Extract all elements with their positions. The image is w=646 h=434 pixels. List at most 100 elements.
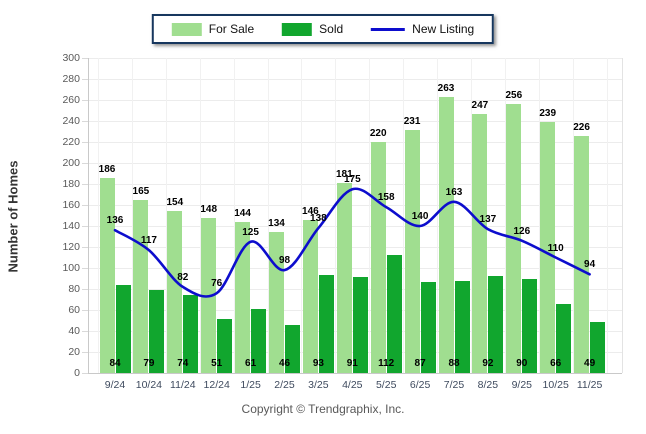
y-tick-label: 260	[62, 94, 80, 106]
bar-sold	[352, 277, 368, 373]
bar-sold	[251, 308, 267, 373]
new-listing-value-label: 94	[584, 259, 596, 271]
x-tick-label: 9/24	[104, 379, 126, 391]
v-gridline	[606, 58, 608, 373]
y-tick-label: 100	[62, 262, 80, 274]
bar-for-sale	[269, 232, 284, 373]
x-tick-label: 9/25	[511, 379, 533, 391]
h-gridline	[88, 79, 622, 80]
y-tick-label: 60	[68, 304, 80, 316]
for-sale-value-label: 220	[369, 128, 387, 139]
y-tick-label: 160	[62, 199, 80, 211]
legend-item-sold: Sold	[282, 22, 343, 36]
h-gridline	[88, 121, 622, 122]
y-tick	[82, 373, 88, 374]
y-tick	[82, 226, 88, 227]
for-sale-value-label: 256	[505, 90, 523, 102]
new-listing-value-label: 158	[377, 192, 395, 204]
sold-value-label: 92	[482, 358, 494, 369]
for-sale-value-label: 239	[539, 108, 557, 120]
h-gridline	[88, 184, 622, 185]
for-sale-value-label: 263	[437, 82, 455, 94]
bar-sold	[115, 284, 131, 373]
for-sale-value-label: 186	[98, 163, 116, 175]
y-tick	[82, 331, 88, 332]
y-tick-label: 200	[62, 157, 80, 169]
y-tick	[82, 352, 88, 353]
bar-sold	[217, 319, 233, 373]
new-listing-value-label: 138	[310, 213, 327, 225]
new-listing-line-icon	[371, 27, 406, 31]
sold-value-label: 88	[448, 358, 460, 369]
x-tick-label: 4/25	[342, 379, 363, 391]
y-tick-label: 80	[68, 283, 80, 295]
bar-sold	[183, 295, 199, 373]
y-tick	[82, 142, 88, 143]
new-listing-value-label: 98	[278, 255, 291, 267]
copyright-footer: Copyright © Trendgraphix, Inc.	[241, 402, 405, 416]
y-tick-label: 280	[62, 73, 80, 85]
for-sale-value-label: 247	[471, 99, 489, 111]
legend-label-for-sale: For Sale	[208, 22, 255, 36]
sold-swatch-icon	[282, 22, 313, 36]
x-tick-label: 2/25	[274, 379, 295, 391]
new-listing-value-label: 140	[411, 211, 429, 222]
bar-sold	[590, 321, 606, 373]
y-tick-label: 300	[62, 52, 80, 64]
y-tick	[82, 310, 88, 311]
y-tick-label: 120	[62, 241, 80, 253]
y-tick-label: 180	[62, 178, 80, 190]
h-gridline	[88, 100, 622, 101]
sold-value-label: 84	[109, 358, 121, 369]
x-tick-label: 10/25	[542, 379, 569, 391]
new-listing-value-label: 82	[177, 271, 189, 283]
sold-value-label: 49	[584, 358, 596, 369]
y-tick-label: 0	[74, 367, 80, 379]
y-tick	[82, 79, 88, 80]
for-sale-value-label: 154	[166, 197, 184, 209]
sold-value-label: 79	[143, 358, 155, 369]
sold-value-label: 66	[550, 358, 562, 369]
bar-for-sale	[336, 182, 352, 373]
new-listing-value-label: 76	[211, 278, 223, 290]
x-tick-label: 3/25	[308, 379, 329, 391]
x-tick-label: 1/25	[240, 379, 261, 391]
x-tick-label: 6/25	[409, 379, 431, 391]
x-tick-label: 5/25	[375, 379, 397, 391]
y-tick	[82, 163, 88, 164]
y-tick	[82, 100, 88, 101]
y-tick	[82, 58, 88, 59]
bar-for-sale	[472, 113, 488, 373]
y-axis-title: Number of Homes	[5, 160, 21, 273]
bar-sold	[522, 278, 538, 373]
x-tick-label: 7/25	[443, 379, 465, 391]
x-tick-label: 12/24	[203, 379, 230, 391]
sold-value-label: 112	[378, 358, 395, 369]
for-sale-value-label: 134	[268, 218, 285, 230]
h-gridline	[88, 163, 622, 164]
bar-sold	[420, 281, 436, 373]
bar-for-sale	[201, 217, 217, 373]
bar-for-sale	[506, 104, 522, 373]
new-listing-value-label: 137	[479, 214, 497, 226]
legend-item-new-listing: New Listing	[371, 22, 474, 36]
sold-value-label: 91	[346, 358, 358, 369]
bar-sold	[318, 275, 334, 373]
y-tick-label: 20	[68, 346, 80, 358]
new-listing-value-label: 117	[140, 235, 157, 247]
for-sale-swatch-icon	[171, 22, 202, 36]
new-listing-value-label: 110	[547, 242, 564, 254]
for-sale-value-label: 148	[200, 203, 218, 215]
x-axis-line	[88, 373, 622, 374]
bar-for-sale	[404, 130, 420, 373]
new-listing-value-label: 136	[106, 215, 124, 227]
y-tick	[82, 289, 88, 290]
bar-sold	[488, 276, 504, 373]
bar-sold	[285, 324, 300, 373]
legend-label-new-listing: New Listing	[412, 22, 475, 36]
legend-item-for-sale: For Sale	[171, 22, 255, 36]
y-tick	[82, 121, 88, 122]
for-sale-value-label: 146	[302, 205, 319, 217]
new-listing-value-label: 175	[343, 174, 361, 186]
